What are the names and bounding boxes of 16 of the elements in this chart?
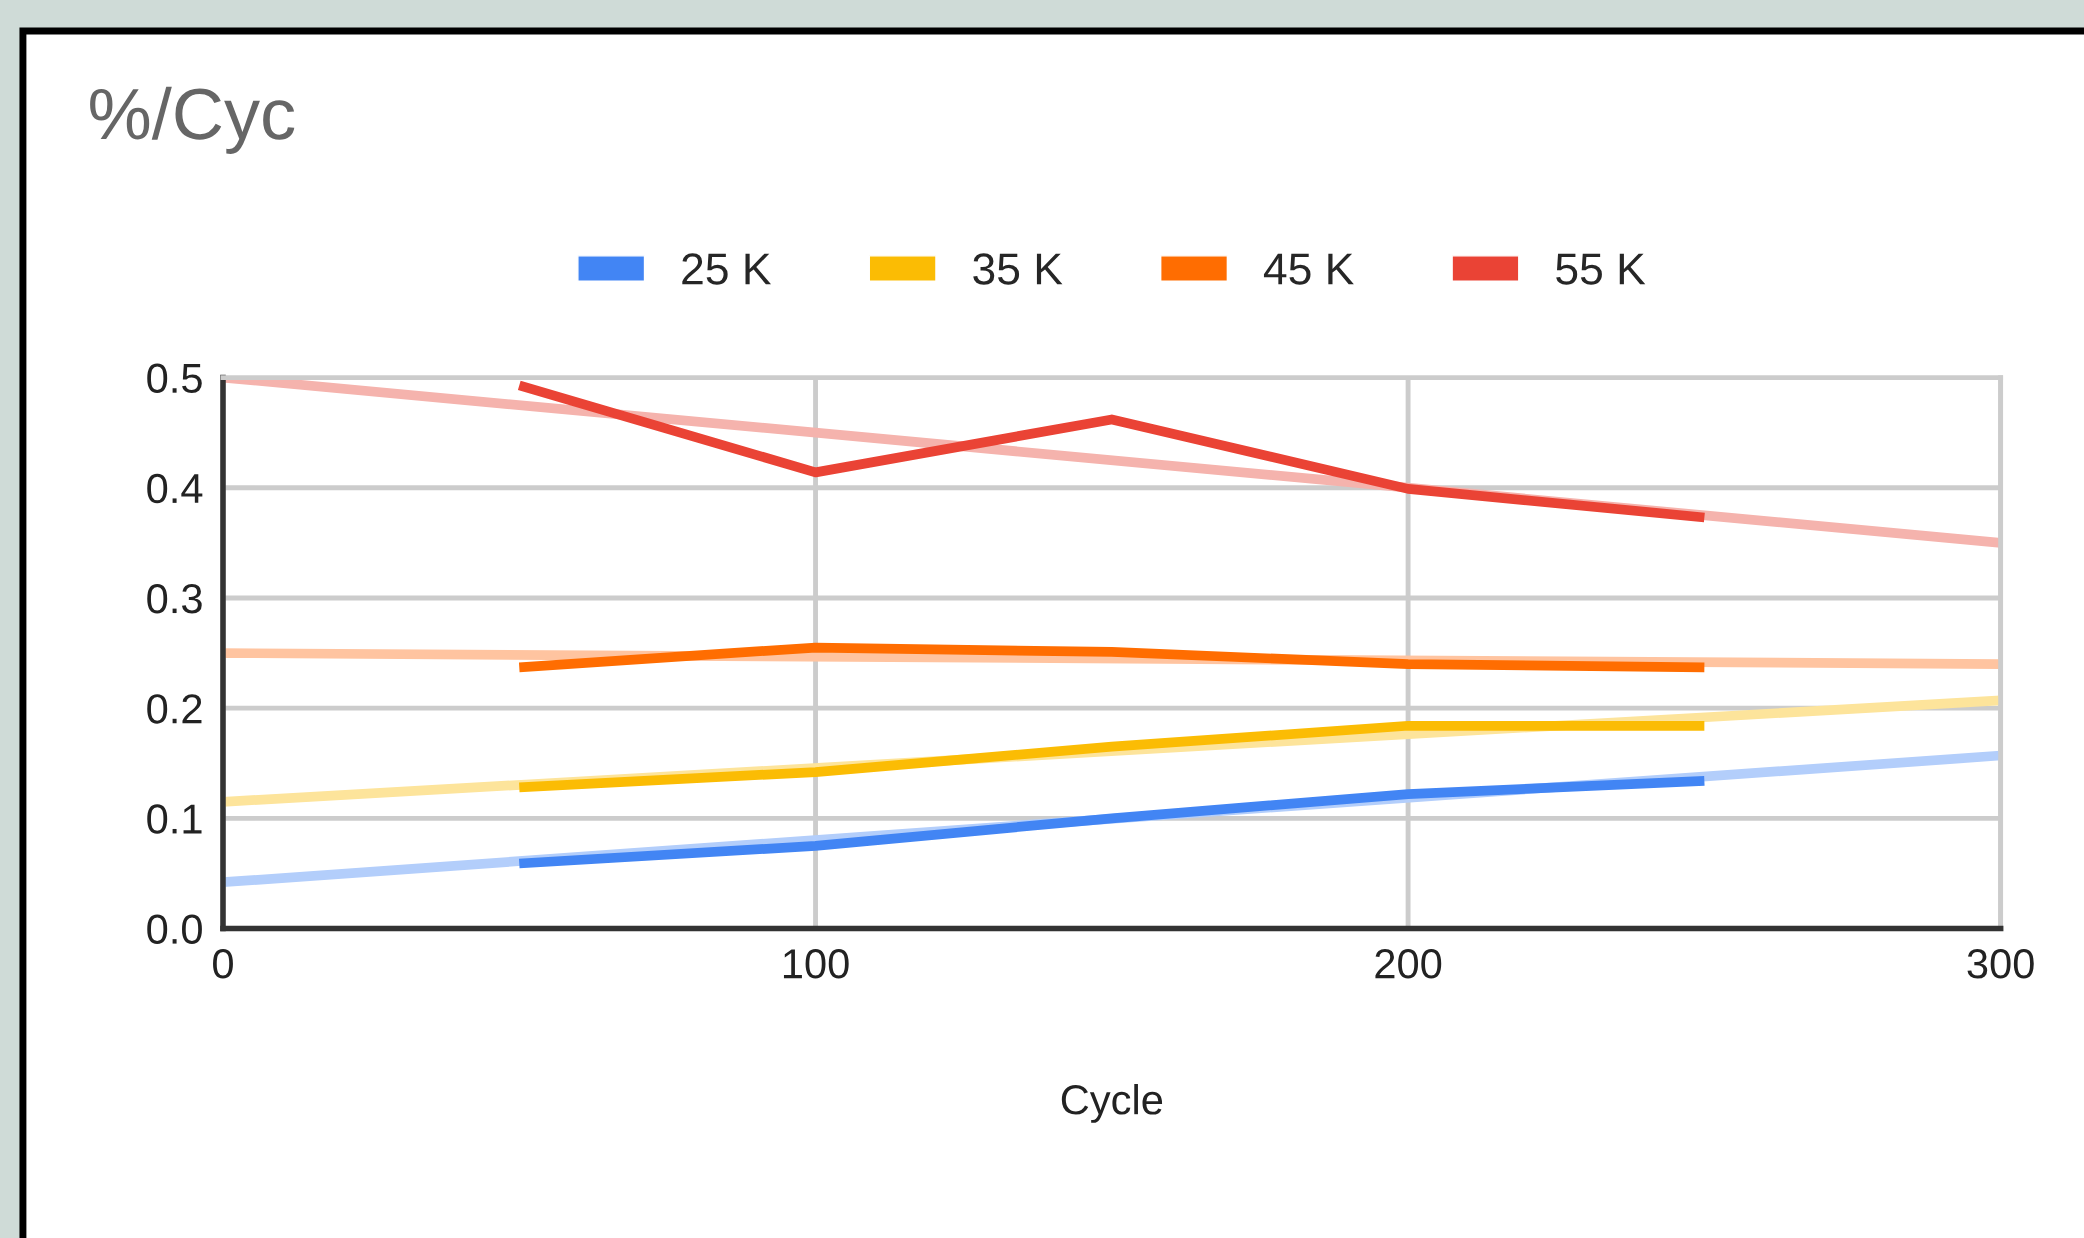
y-tick-label: 0.2 [147, 694, 202, 724]
y-tick-label: 0.1 [147, 804, 202, 834]
legend-label: 25 K [682, 253, 772, 285]
x-axis-title: Cycle [1061, 1084, 1163, 1123]
x-tick-label: 300 [1967, 949, 2034, 979]
legend-label: 55 K [1556, 253, 1646, 285]
chart-title: %/Cyc [90, 86, 295, 154]
x-tick-label: 0 [213, 949, 233, 979]
x-tick-label: 200 [1375, 949, 1442, 979]
y-tick-label: 0.4 [147, 473, 203, 504]
text: 0.0 [147, 914, 202, 945]
y-tick-label: 0.3 [147, 583, 202, 614]
y-tick-label: 0.5 [147, 363, 202, 394]
legend-label: 35 K [973, 253, 1063, 285]
legend-label: 45 K [1263, 253, 1354, 285]
x-tick-label: 100 [783, 949, 849, 979]
